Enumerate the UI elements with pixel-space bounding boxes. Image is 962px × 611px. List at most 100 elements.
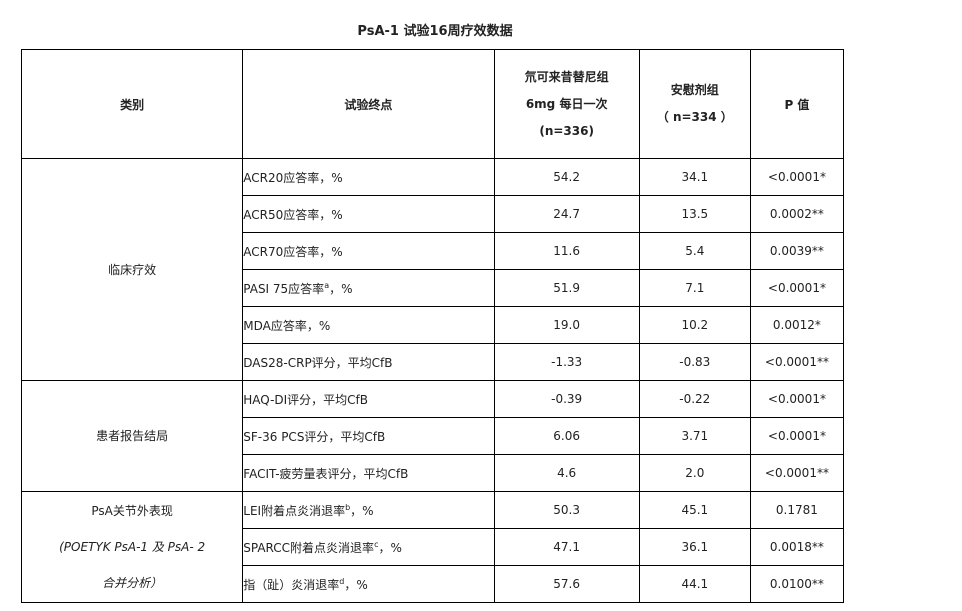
endpoint-label: PASI 75应答率 xyxy=(243,281,325,296)
endpoint-unit: ，% xyxy=(378,540,402,555)
table-row: 指（趾）炎消退率d，% 57.6 44.1 0.0100** xyxy=(22,565,845,603)
drug-value-cell: 4.6 xyxy=(493,454,640,492)
category-note-line2: 合并分析） xyxy=(102,576,163,590)
table-row: PsA关节外表现 (POETYK PsA-1 及 PsA- 2 合并分析） LEI附着… xyxy=(20,491,845,603)
p-value-cell: 0.0039** xyxy=(749,232,845,270)
placebo-value-cell: 2.0 xyxy=(638,454,751,492)
endpoint-cell: ACR50应答率，% xyxy=(242,195,495,233)
p-value-cell: 0.1781 xyxy=(749,491,845,529)
endpoint-cell: SPARCC附着点炎消退率c，% xyxy=(242,528,495,566)
drug-value-cell: 51.9 xyxy=(493,269,640,307)
table-row: 临床疗效 ACR20应答率，% 54.2 34.1 <0.0001* xyxy=(20,158,845,381)
header-placebo-name: 安慰剂组 xyxy=(670,83,719,97)
header-pvalue: P 值 xyxy=(749,49,845,159)
table-row: PASI 75应答率a，% 51.9 7.1 <0.0001* xyxy=(22,269,845,307)
endpoint-unit: ，% xyxy=(329,281,353,296)
endpoint-cell: ACR20应答率，% xyxy=(242,158,495,196)
header-drug-group: 氘可来昔替尼组 6mg 每日一次 (n=336) xyxy=(493,49,640,159)
endpoint-label: 指（趾）炎消退率 xyxy=(243,577,340,592)
placebo-value-cell: 36.1 xyxy=(638,528,751,566)
category-label: 临床疗效 xyxy=(108,262,157,277)
p-value-cell: <0.0001** xyxy=(749,454,845,492)
endpoint-label: MDA应答率，% xyxy=(243,318,331,333)
header-endpoint: 试验终点 xyxy=(242,49,495,159)
endpoint-cell: PASI 75应答率a，% xyxy=(242,269,495,307)
endpoint-label: SF-36 PCS评分，平均CfB xyxy=(243,429,386,444)
category-label: 患者报告结局 xyxy=(96,429,169,443)
placebo-value-cell: 3.71 xyxy=(638,417,751,455)
endpoint-label: FACIT-疲劳量表评分，平均CfB xyxy=(243,466,409,481)
endpoint-cell: SF-36 PCS评分，平均CfB xyxy=(242,417,495,455)
header-drug-n: (n=336) xyxy=(539,123,594,138)
endpoint-label: ACR20应答率，% xyxy=(243,170,343,185)
category-cell: 临床疗效 xyxy=(20,158,244,381)
category-cell: 患者报告结局 xyxy=(20,380,244,492)
drug-value-cell: 6.06 xyxy=(493,417,640,455)
placebo-value-cell: 34.1 xyxy=(638,158,751,196)
endpoint-cell: ACR70应答率，% xyxy=(242,232,495,270)
placebo-value-cell: 5.4 xyxy=(638,232,751,270)
endpoint-unit: ，% xyxy=(344,577,368,592)
placebo-value-cell: 10.2 xyxy=(638,306,751,344)
table-row: SPARCC附着点炎消退率c，% 47.1 36.1 0.0018** xyxy=(22,528,845,566)
placebo-value-cell: 13.5 xyxy=(638,195,751,233)
placebo-value-cell: 44.1 xyxy=(638,565,751,603)
header-placebo-group: 安慰剂组 （ n=334 ） xyxy=(638,49,751,159)
endpoint-label: ACR70应答率，% xyxy=(243,244,343,259)
endpoint-label: LEI附着点炎消退率 xyxy=(243,503,346,518)
drug-value-cell: 57.6 xyxy=(493,565,640,603)
table-row: FACIT-疲劳量表评分，平均CfB 4.6 2.0 <0.0001** xyxy=(22,454,845,492)
table-title: PsA-1 试验16周疗效数据 xyxy=(357,24,513,39)
category-label: PsA关节外表现 xyxy=(91,504,173,518)
header-drug-dose: 6mg 每日一次 xyxy=(525,96,608,111)
endpoint-cell: HAQ-DI评分，平均CfB xyxy=(242,380,495,418)
table-row: MDA应答率，% 19.0 10.2 0.0012* xyxy=(22,306,845,344)
p-value-cell: <0.0001* xyxy=(749,417,845,455)
drug-value-cell: 54.2 xyxy=(493,158,640,196)
endpoint-cell: DAS28-CRP评分，平均CfB xyxy=(242,343,495,381)
footnote-marker: a xyxy=(324,280,330,290)
endpoint-cell: LEI附着点炎消退率b，% xyxy=(242,491,495,529)
p-value-cell: <0.0001* xyxy=(749,269,845,307)
footnote-marker: c xyxy=(374,539,379,549)
drug-value-cell: 47.1 xyxy=(493,528,640,566)
header-row: 类别 试验终点 氘可来昔替尼组 6mg 每日一次 (n=336) 安慰剂组 （ … xyxy=(20,49,845,159)
drug-value-cell: 50.3 xyxy=(493,491,640,529)
endpoint-label: ACR50应答率，% xyxy=(243,207,343,222)
p-value-cell: 0.0012* xyxy=(749,306,845,344)
placebo-value-cell: 45.1 xyxy=(638,491,751,529)
placebo-value-cell: -0.22 xyxy=(638,380,751,418)
placebo-value-cell: 7.1 xyxy=(638,269,751,307)
endpoint-cell: 指（趾）炎消退率d，% xyxy=(242,565,495,603)
header-category: 类别 xyxy=(20,49,244,159)
footnote-marker: d xyxy=(339,576,345,586)
table-row: 患者报告结局 HAQ-DI评分，平均CfB -0.39 -0.22 <0.0001* xyxy=(20,380,845,492)
endpoint-label: SPARCC附着点炎消退率 xyxy=(243,540,375,555)
p-value-cell: <0.0001* xyxy=(749,380,845,418)
endpoint-label: HAQ-DI评分，平均CfB xyxy=(243,392,369,407)
endpoint-cell: FACIT-疲劳量表评分，平均CfB xyxy=(242,454,495,492)
category-cell: PsA关节外表现 (POETYK PsA-1 及 PsA- 2 合并分析） xyxy=(20,491,244,603)
placebo-value-cell: -0.83 xyxy=(638,343,751,381)
footnote-marker: b xyxy=(345,502,351,512)
p-value-cell: <0.0001** xyxy=(749,343,845,381)
p-value-cell: 0.0100** xyxy=(749,565,845,603)
drug-value-cell: -0.39 xyxy=(493,380,640,418)
p-value-cell: 0.0018** xyxy=(749,528,845,566)
efficacy-table: 类别 试验终点 氘可来昔替尼组 6mg 每日一次 (n=336) 安慰剂组 （ … xyxy=(20,49,845,603)
drug-value-cell: -1.33 xyxy=(493,343,640,381)
p-value-cell: 0.0002** xyxy=(749,195,845,233)
drug-value-cell: 19.0 xyxy=(493,306,640,344)
header-drug-name: 氘可来昔替尼组 xyxy=(524,69,609,84)
drug-value-cell: 24.7 xyxy=(493,195,640,233)
table-row: DAS28-CRP评分，平均CfB -1.33 -0.83 <0.0001** xyxy=(22,343,845,381)
category-note-line1: (POETYK PsA-1 及 PsA- 2 xyxy=(59,540,206,554)
table-row: ACR70应答率，% 11.6 5.4 0.0039** xyxy=(22,232,845,270)
endpoint-cell: MDA应答率，% xyxy=(242,306,495,344)
p-value-cell: <0.0001* xyxy=(749,158,845,196)
header-placebo-n: （ n=334 ） xyxy=(656,110,733,124)
endpoint-unit: ，% xyxy=(350,503,374,518)
table-body: 临床疗效 ACR20应答率，% 54.2 34.1 <0.0001* ACR50应答率，%… xyxy=(20,158,845,603)
drug-value-cell: 11.6 xyxy=(493,232,640,270)
endpoint-label: DAS28-CRP评分，平均CfB xyxy=(243,355,393,370)
